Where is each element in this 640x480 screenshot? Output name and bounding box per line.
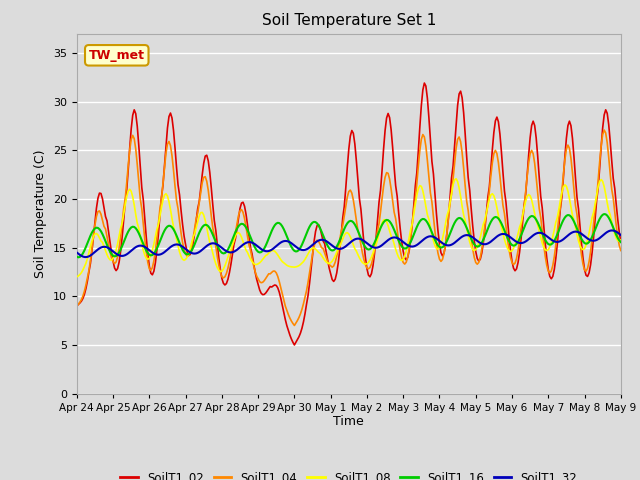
Title: Soil Temperature Set 1: Soil Temperature Set 1 xyxy=(262,13,436,28)
Y-axis label: Soil Temperature (C): Soil Temperature (C) xyxy=(35,149,47,278)
X-axis label: Time: Time xyxy=(333,415,364,429)
Legend: SoilT1_02, SoilT1_04, SoilT1_08, SoilT1_16, SoilT1_32: SoilT1_02, SoilT1_04, SoilT1_08, SoilT1_… xyxy=(115,466,582,480)
Text: TW_met: TW_met xyxy=(89,49,145,62)
